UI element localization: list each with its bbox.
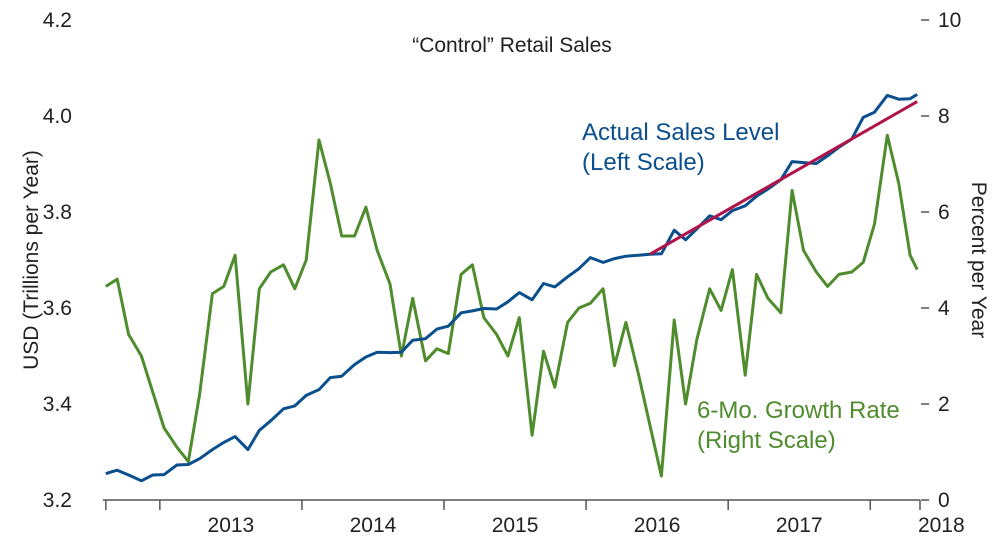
right-tick-label-5: 10 — [938, 9, 961, 32]
right-tick-label-4: 8 — [938, 105, 950, 128]
left-tick-label-3: 3.8 — [43, 201, 72, 224]
growth-annotation-line2: (Right Scale) — [697, 427, 836, 454]
growth-rate-series-line — [104, 133, 919, 478]
x-tick-label-2: 2015 — [492, 514, 539, 537]
right-tick-label-1: 2 — [938, 393, 950, 416]
sales-annotation-line2: (Left Scale) — [582, 149, 705, 176]
x-axis-ticks: 2013 2014 2015 2016 2017 2018 — [105, 500, 965, 537]
left-tick-label-0: 3.2 — [43, 489, 72, 512]
sales-level-series-line — [105, 93, 918, 483]
left-axis-ticks: 3.2 3.4 3.6 3.8 4.0 4.2 — [43, 9, 73, 512]
right-tick-label-2: 4 — [938, 297, 950, 320]
left-axis-title: USD (Trillions per Year) — [20, 150, 43, 370]
right-axis-title: Percent per Year — [967, 182, 990, 338]
right-tick-label-3: 6 — [938, 201, 950, 224]
sales-annotation-line1: Actual Sales Level — [582, 119, 779, 146]
x-tick-label-3: 2016 — [634, 514, 681, 537]
left-tick-label-2: 3.6 — [43, 297, 72, 320]
x-tick-label-0: 2013 — [208, 514, 255, 537]
x-tick-label-1: 2014 — [350, 514, 397, 537]
sales-trend-line — [649, 100, 918, 256]
x-tick-label-4: 2017 — [776, 514, 823, 537]
left-tick-label-5: 4.2 — [43, 9, 72, 32]
growth-annotation-line1: 6-Mo. Growth Rate — [697, 397, 900, 424]
left-tick-label-4: 4.0 — [43, 105, 72, 128]
right-tick-label-0: 0 — [938, 489, 950, 512]
x-tick-label-5: 2018 — [918, 514, 965, 537]
right-axis-ticks: 0 2 4 6 8 10 — [921, 9, 961, 512]
chart-title: “Control” Retail Sales — [412, 34, 612, 57]
left-tick-label-1: 3.4 — [43, 393, 73, 416]
